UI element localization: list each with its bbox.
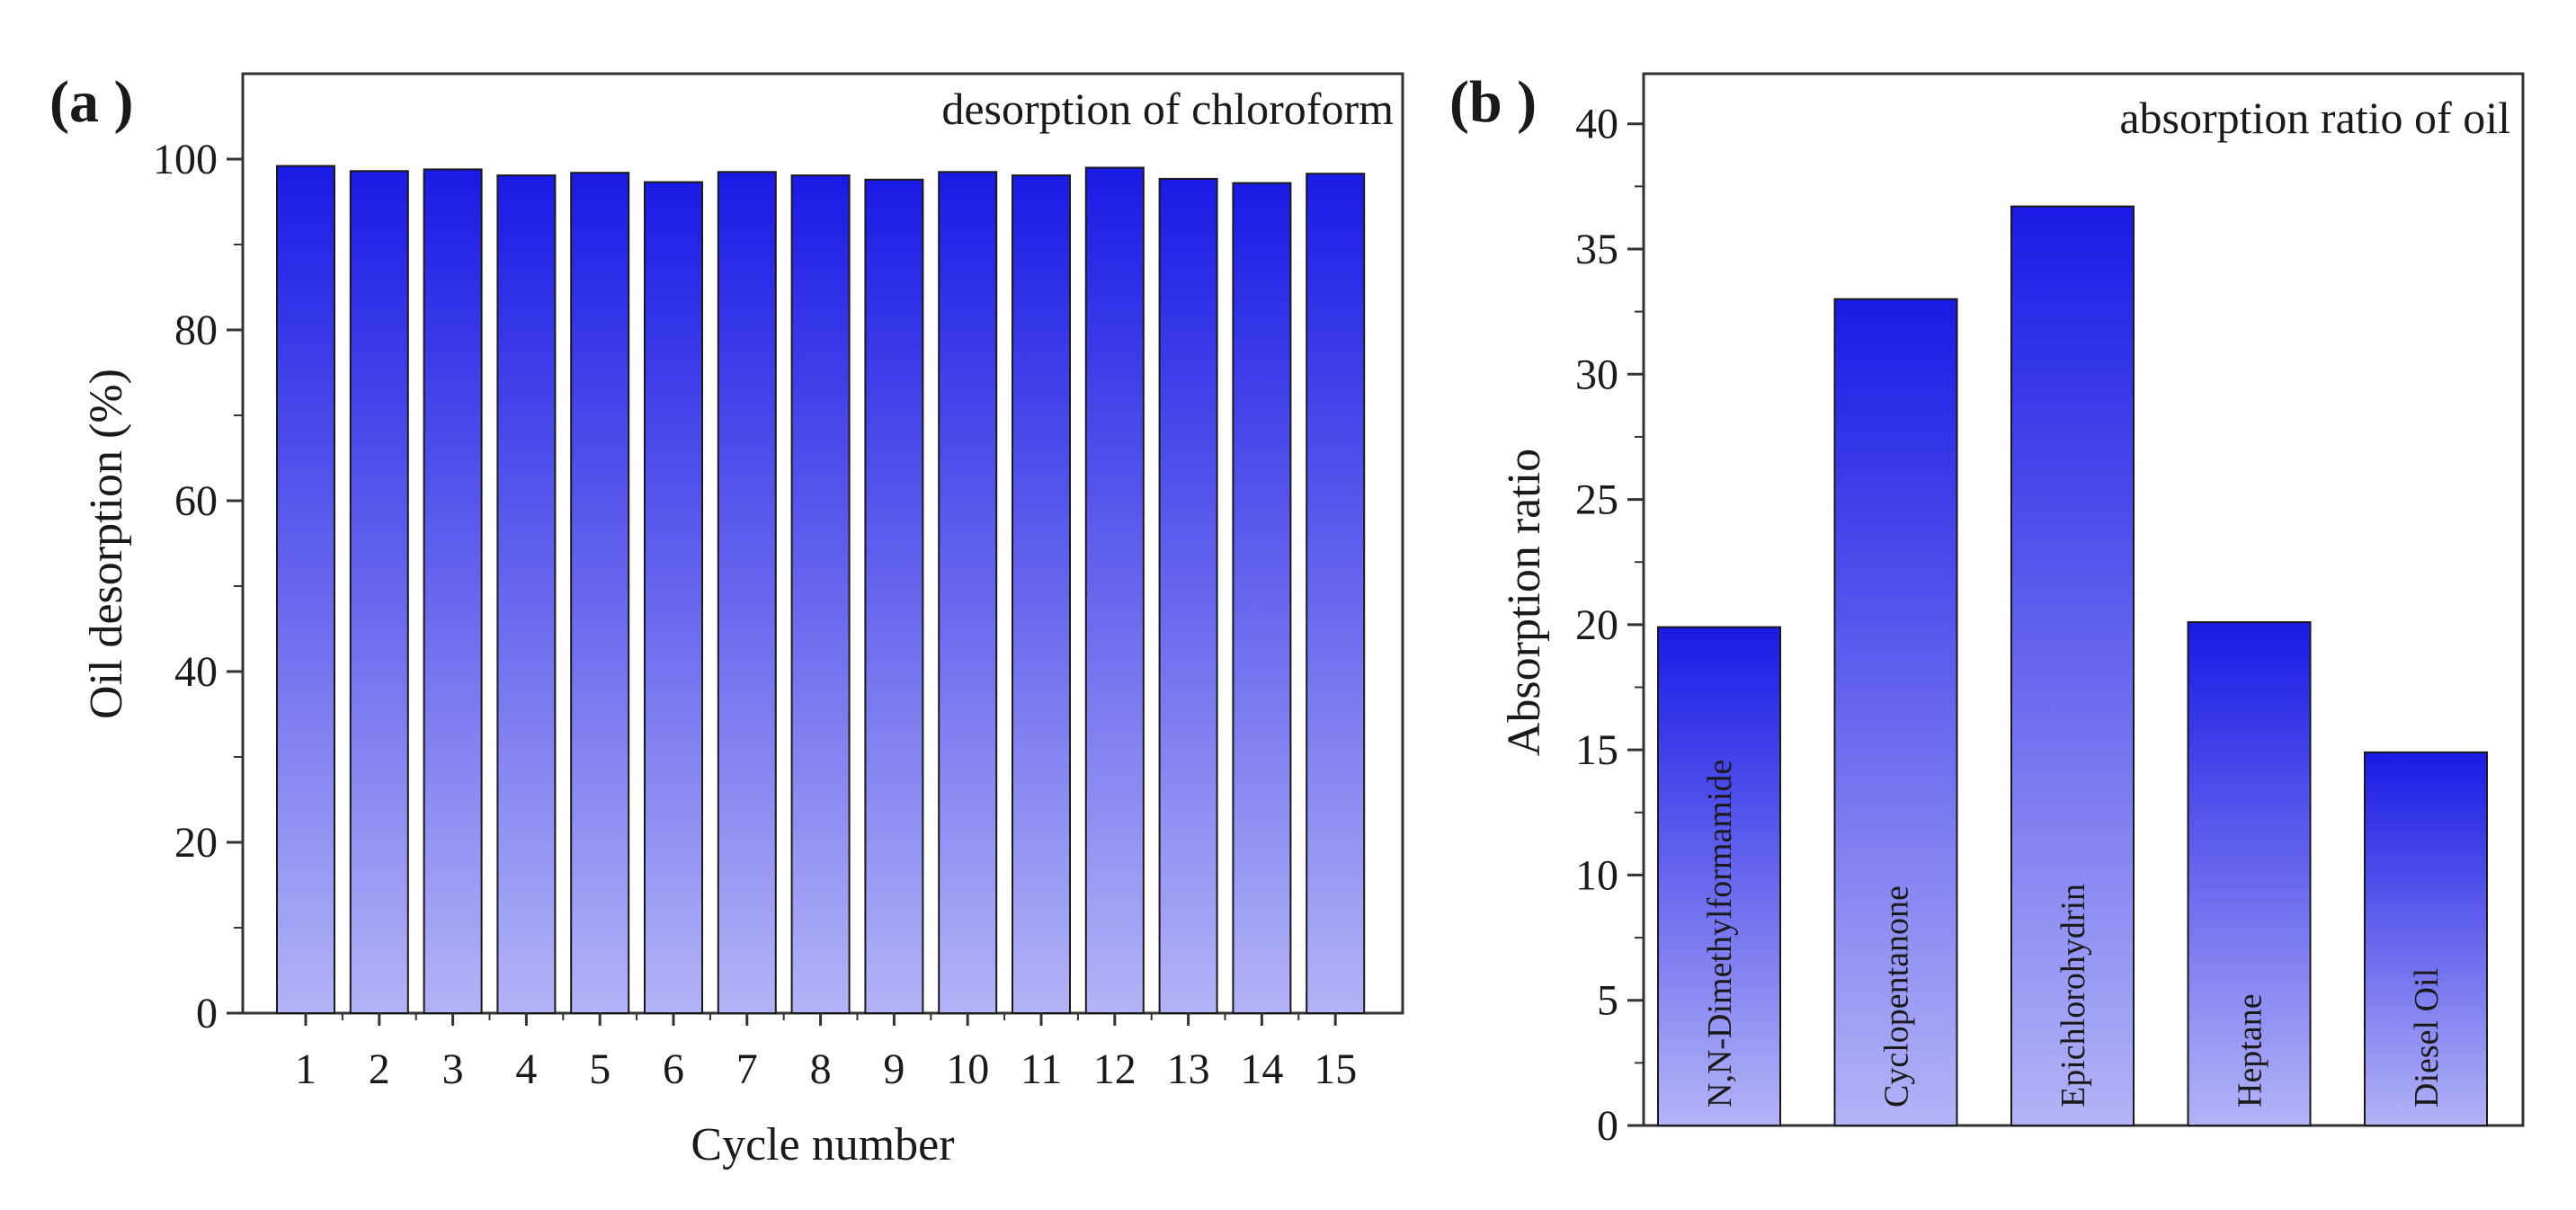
bar-n-n-dimethylformamide — [1657, 626, 1781, 1126]
panel-b-title: absorption ratio of oil — [2119, 93, 2510, 143]
bar-cycle-1 — [276, 165, 335, 1015]
y-tick-label-80: 80 — [174, 307, 218, 354]
x-tick-label-4: 4 — [515, 1045, 537, 1093]
y-tick-label-60: 60 — [174, 477, 218, 525]
bar-cyclopentanone — [1833, 298, 1958, 1126]
bar-epichlorohydrin — [2010, 205, 2135, 1127]
bar-cycle-7 — [717, 171, 777, 1015]
bar-cycle-13 — [1158, 177, 1218, 1014]
bar-label-cyclopentanone: Cyclopentanone — [1878, 885, 1916, 1108]
y-tick-label-0: 0 — [196, 990, 218, 1037]
y-tick-label-35: 35 — [1575, 226, 1618, 273]
x-tick-label-12: 12 — [1093, 1045, 1136, 1093]
bar-cycle-12 — [1084, 166, 1145, 1014]
y-tick-label-40: 40 — [174, 648, 218, 696]
y-tick-label-0: 0 — [1597, 1102, 1618, 1150]
bar-cycle-6 — [644, 181, 703, 1015]
x-tick-label-2: 2 — [369, 1045, 390, 1093]
bar-label-epichlorohydrin: Epichlorohydrin — [2055, 884, 2092, 1108]
y-tick-label-20: 20 — [174, 819, 218, 867]
x-tick-label-9: 9 — [883, 1045, 905, 1093]
panel-b-bars: N,N-Dimethylformamide Cyclopentanone Epich… — [1657, 205, 2488, 1127]
bar-cycle-3 — [423, 168, 483, 1014]
x-tick-label-15: 15 — [1314, 1045, 1357, 1093]
bar-cycle-15 — [1306, 173, 1366, 1014]
y-tick-label-100: 100 — [153, 136, 218, 183]
bar-heptane — [2187, 621, 2312, 1126]
y-tick-label-15: 15 — [1575, 726, 1618, 774]
x-tick-label-8: 8 — [810, 1045, 832, 1093]
panel-a-bars — [276, 165, 1366, 1015]
y-tick-label-25: 25 — [1575, 476, 1618, 524]
x-tick-label-5: 5 — [589, 1045, 611, 1093]
panel-a-x-axis: 1 2 3 4 5 6 7 8 9 10 11 12 13 14 15 — [295, 1013, 1357, 1093]
panel-b-label: (b ) — [1449, 69, 1537, 135]
bar-cycle-4 — [496, 174, 557, 1015]
bar-cycle-10 — [938, 171, 998, 1015]
y-tick-label-5: 5 — [1597, 977, 1618, 1025]
x-tick-label-1: 1 — [295, 1045, 316, 1093]
x-tick-label-7: 7 — [736, 1045, 758, 1093]
y-tick-label-20: 20 — [1575, 601, 1618, 649]
bar-label-diesel-oil: Diesel Oil — [2408, 968, 2446, 1108]
bar-label-heptane: Heptane — [2232, 993, 2269, 1108]
bar-cycle-14 — [1232, 182, 1292, 1015]
x-tick-label-13: 13 — [1167, 1045, 1210, 1093]
bar-cycle-5 — [570, 172, 630, 1014]
y-tick-label-10: 10 — [1575, 851, 1618, 899]
x-tick-label-11: 11 — [1021, 1045, 1062, 1093]
x-tick-label-6: 6 — [663, 1045, 684, 1093]
panel-a-chart: (a ) desorption of chloroform Oil desorp… — [49, 69, 1404, 1170]
bar-label-n-n-dimethylformamide: N,N-Dimethylformamide — [1701, 760, 1739, 1108]
bar-cycle-9 — [864, 178, 924, 1015]
panel-b-y-axis: 0 5 10 15 20 25 30 35 40 — [1575, 101, 1644, 1150]
x-tick-label-14: 14 — [1240, 1045, 1283, 1093]
y-tick-label-30: 30 — [1575, 351, 1618, 398]
bar-cycle-2 — [349, 170, 409, 1015]
panel-a-ylabel: Oil desorption (%) — [81, 369, 132, 719]
x-tick-label-10: 10 — [946, 1045, 989, 1093]
y-tick-label-40: 40 — [1575, 101, 1618, 148]
bar-cycle-8 — [790, 174, 851, 1015]
panel-a-y-axis: 0 20 40 60 80 100 — [153, 136, 243, 1037]
bar-diesel-oil — [2364, 751, 2488, 1127]
panel-b-ylabel: Absorption ratio — [1499, 449, 1550, 756]
panel-a-label: (a ) — [49, 69, 133, 135]
panel-a-xlabel: Cycle number — [691, 1119, 954, 1170]
panel-a-title: desorption of chloroform — [941, 84, 1394, 134]
panel-b-chart: (b ) absorption ratio of oil Absorption … — [1449, 69, 2525, 1150]
x-tick-label-3: 3 — [442, 1045, 464, 1093]
bar-cycle-11 — [1012, 174, 1071, 1015]
